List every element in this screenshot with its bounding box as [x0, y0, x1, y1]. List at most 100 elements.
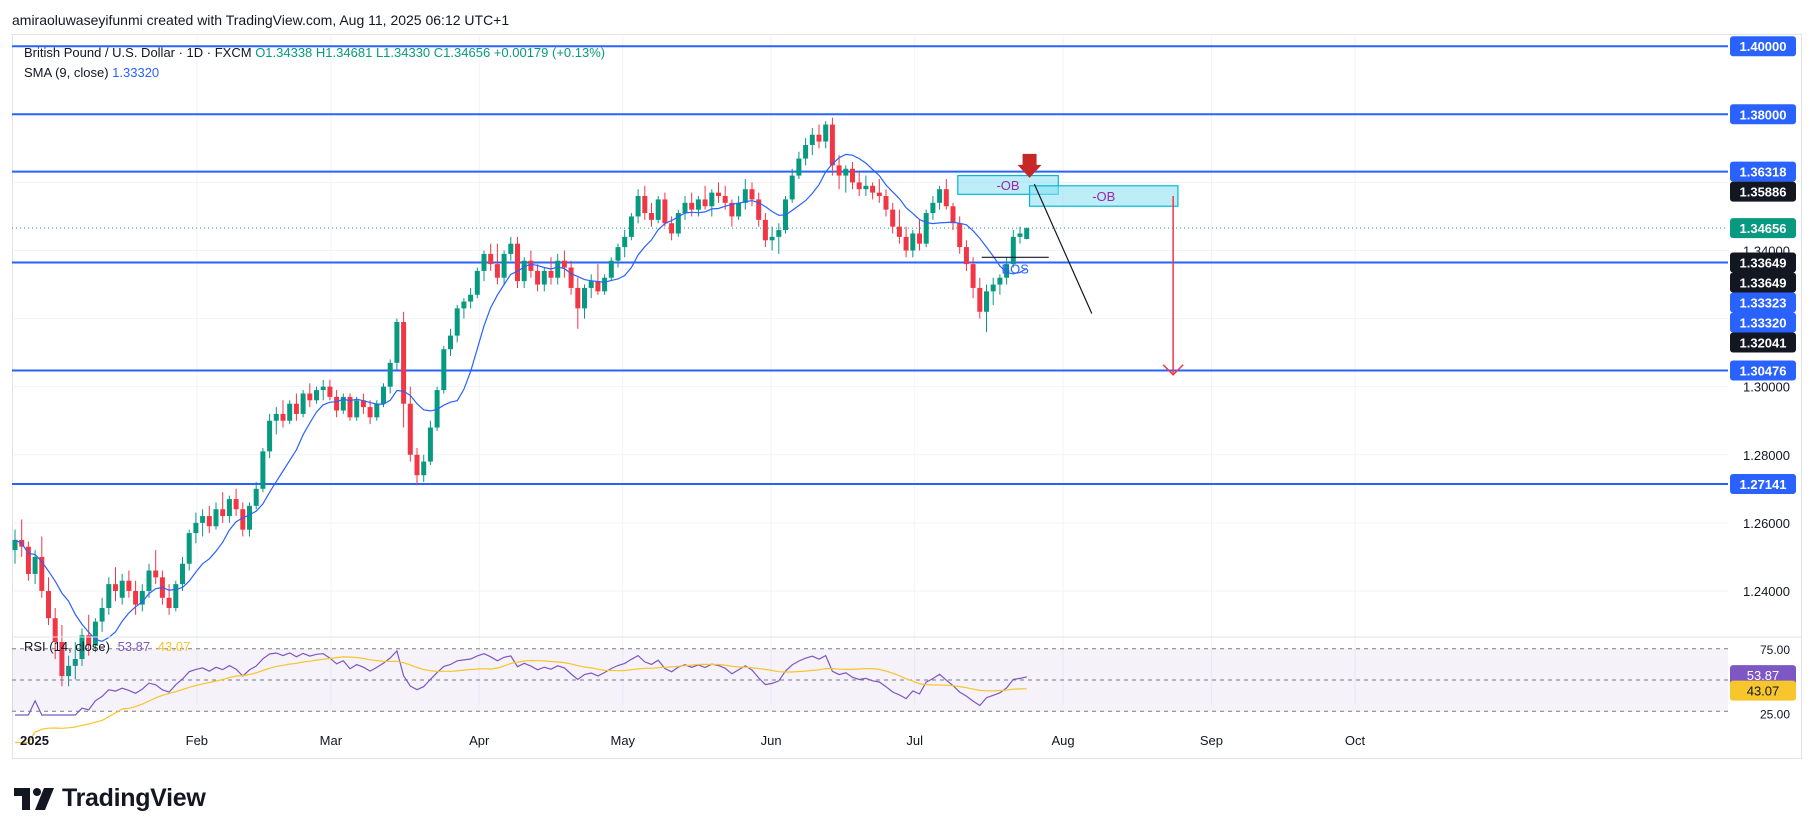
- candle-body: [595, 281, 601, 292]
- change-value: +0.00179 (+0.13%): [493, 45, 606, 60]
- rsi-tick-label: 75.00: [1760, 643, 1790, 657]
- candle-body: [474, 270, 480, 295]
- candle-body: [823, 124, 829, 142]
- candle-body: [394, 321, 400, 363]
- candle-body: [347, 396, 353, 418]
- candle-body: [910, 233, 916, 251]
- rsi-value-tag: [1730, 665, 1796, 686]
- tradingview-logo-icon: [14, 787, 54, 810]
- candle-body: [1017, 233, 1023, 237]
- y-tick-label: 1.24000: [1743, 584, 1790, 599]
- candle-body: [260, 451, 266, 489]
- price-axis-tag: [1730, 360, 1796, 381]
- candle-body: [957, 223, 963, 248]
- candle-body: [622, 236, 628, 248]
- candle-body: [39, 556, 45, 591]
- order-block-label: -OB: [1092, 189, 1115, 204]
- candle-body: [729, 202, 735, 217]
- candle-body: [494, 264, 500, 278]
- candle-body: [722, 196, 728, 203]
- price-axis-tag-label: 1.36318: [1740, 165, 1787, 180]
- candle-body: [709, 192, 715, 207]
- candle-body: [883, 196, 889, 210]
- candle-body: [206, 516, 212, 527]
- candle-body: [186, 533, 192, 564]
- candle-body: [314, 390, 319, 401]
- sell-marker-icon: [1017, 153, 1042, 178]
- order-block-label: -OB: [996, 178, 1019, 193]
- candle-body: [200, 516, 206, 523]
- candle-body: [461, 301, 467, 309]
- candle-body: [803, 144, 809, 159]
- candle-body: [876, 192, 882, 197]
- chart-legend: British Pound / U.S. Dollar · 1D · FXCM …: [24, 43, 605, 83]
- candle-body: [829, 124, 835, 166]
- price-axis-tag-label: 1.40000: [1740, 39, 1787, 54]
- candle-body: [334, 396, 340, 411]
- candle-body: [568, 267, 574, 288]
- candle-body: [682, 202, 688, 214]
- candle-body: [387, 362, 393, 387]
- price-axis-tag: [1730, 36, 1796, 57]
- candle-body: [119, 580, 125, 598]
- price-axis-tag: [1730, 252, 1796, 273]
- candle-body: [635, 196, 641, 217]
- candle-body: [320, 386, 326, 391]
- sma-label[interactable]: SMA (9, close): [24, 65, 109, 80]
- candle-body: [367, 407, 373, 418]
- candle-body: [943, 189, 949, 207]
- price-axis-tag: [1730, 181, 1796, 202]
- candle-body: [79, 635, 85, 660]
- candle-body: [139, 590, 145, 605]
- candle-body: [508, 243, 514, 254]
- close-value: C1.34656: [433, 45, 491, 60]
- candle-body: [66, 665, 72, 677]
- candle-body: [253, 488, 259, 506]
- candle-body: [193, 522, 199, 534]
- candle-body: [937, 189, 943, 203]
- candle-body: [575, 287, 581, 309]
- candle-body: [890, 209, 896, 227]
- candle-body: [1010, 236, 1016, 265]
- rsi-line: [15, 649, 1027, 716]
- candle-body: [488, 253, 494, 265]
- sma-value: 1.33320: [112, 65, 160, 80]
- candle-body: [99, 607, 105, 622]
- price-axis-tag-label: 1.33649: [1740, 255, 1787, 270]
- candle-body: [354, 400, 360, 418]
- candle-body: [300, 393, 306, 414]
- candle-body: [984, 291, 989, 312]
- candle-body: [226, 499, 232, 517]
- price-axis-tag: [1730, 292, 1796, 313]
- candle-body: [407, 403, 413, 455]
- candle-body: [454, 308, 460, 336]
- candle-body: [970, 264, 976, 288]
- x-tick-label: 2025: [20, 733, 49, 748]
- rsi-ma-line: [15, 656, 1027, 744]
- rsi-value: 53.87: [117, 639, 151, 654]
- candle-body: [702, 199, 708, 207]
- rsi-ma-value: 43.07: [157, 639, 191, 654]
- candle-body: [481, 253, 487, 271]
- rsi-label[interactable]: RSI (14, close): [24, 639, 110, 654]
- candle-body: [52, 618, 58, 643]
- candle-body: [582, 287, 587, 309]
- chart-frame: [12, 34, 1802, 759]
- candle-body: [535, 270, 541, 285]
- tradingview-brand[interactable]: TradingView: [14, 784, 206, 813]
- symbol-label[interactable]: British Pound / U.S. Dollar · 1D · FXCM: [24, 45, 252, 60]
- candle-body: [642, 196, 648, 214]
- candle-body: [742, 189, 748, 203]
- candle-body: [917, 233, 922, 244]
- candle-body: [421, 461, 427, 476]
- brand-name: TradingView: [62, 784, 206, 812]
- price-axis-tag: [1730, 104, 1796, 125]
- x-tick-label: Jun: [761, 733, 782, 748]
- candle-body: [220, 509, 226, 517]
- candle-body: [293, 403, 299, 414]
- x-tick-label: Jul: [906, 733, 923, 748]
- candle-body: [669, 223, 675, 234]
- candle-body: [173, 584, 179, 608]
- candle-body: [1024, 228, 1030, 239]
